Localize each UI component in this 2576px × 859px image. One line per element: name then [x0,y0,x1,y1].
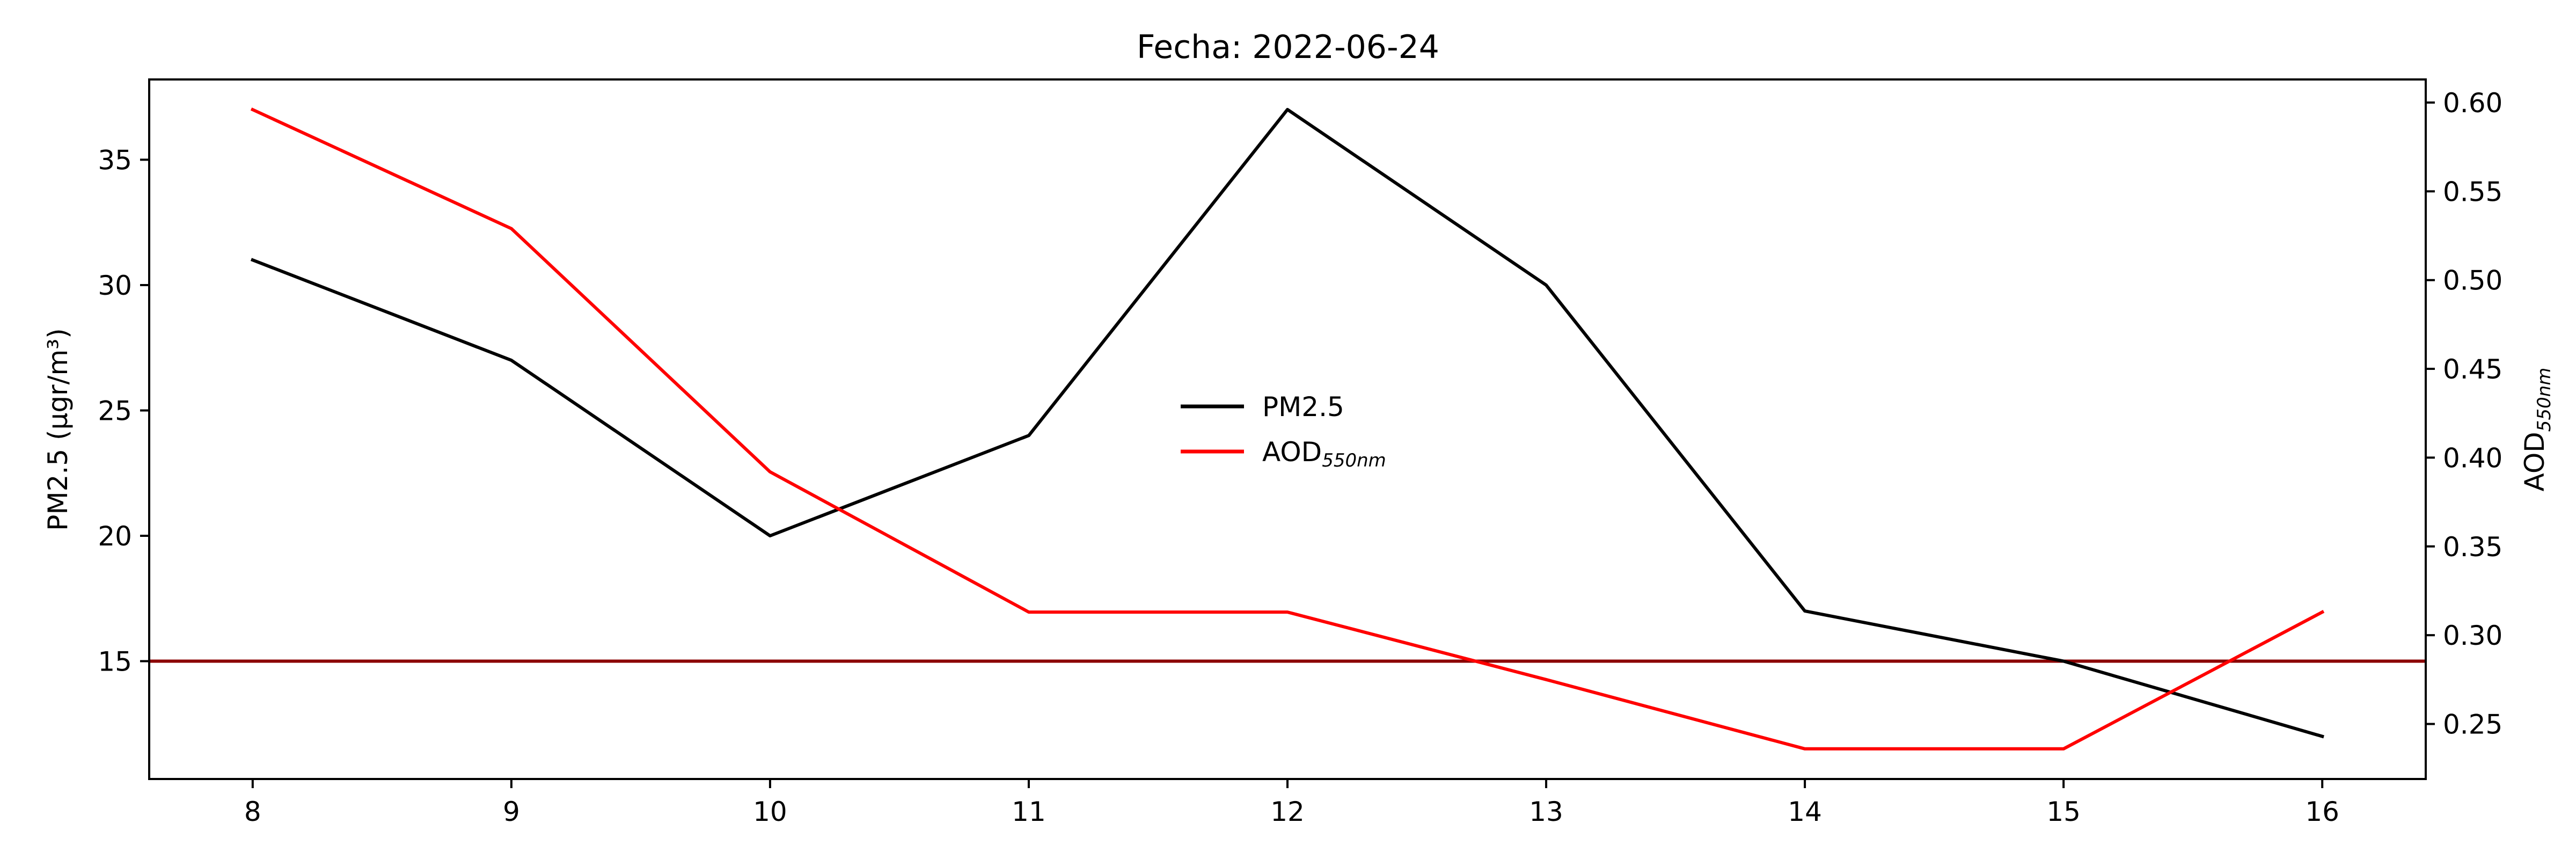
y-left-tick-label: 30 [98,270,132,301]
y-left-tick-label: 20 [98,521,132,552]
x-axis: 8 9 10 11 12 13 14 15 16 [244,779,2339,827]
y-right-tick-label: 0.45 [2443,354,2502,385]
y-axis-right: 0.25 0.30 0.35 0.40 0.45 0.50 0.55 0.60 [2426,88,2502,740]
x-tick-label: 8 [244,796,261,827]
legend-label-aod-main: AOD [1262,436,1322,468]
y-axis-left-label: PM2.5 (μgr/m³) [42,328,74,530]
y-right-tick-label: 0.30 [2443,620,2502,651]
x-tick-label: 13 [1529,796,1563,827]
y-right-tick-label: 0.50 [2443,265,2502,296]
legend-label-pm25: PM2.5 [1262,391,1344,423]
x-tick-label: 16 [2305,796,2339,827]
x-tick-label: 11 [1012,796,1046,827]
x-tick-label: 10 [753,796,787,827]
y-left-tick-label: 25 [98,395,132,426]
y-right-tick-label: 0.55 [2443,176,2502,207]
x-tick-label: 9 [503,796,520,827]
y-axis-right-label-main: AOD [2519,432,2550,491]
series-line-aod [250,107,2325,751]
y-axis-right-label-sub: 550nm [2534,368,2555,432]
y-right-tick-label: 0.40 [2443,442,2502,474]
legend: PM2.5 AOD550nm [1181,391,1386,471]
chart-title: Fecha: 2022-06-24 [1137,28,1439,66]
series-lines [250,107,2325,751]
y-axis-right-label: AOD550nm [2519,368,2555,492]
legend-label-aod-sub: 550nm [1322,450,1386,471]
legend-label-aod: AOD550nm [1262,436,1386,471]
series-line-pm25 [250,108,2324,739]
x-tick-label: 14 [1788,796,1822,827]
y-left-tick-label: 35 [98,144,132,176]
plot-frame [148,78,2427,780]
y-right-tick-label: 0.35 [2443,532,2502,563]
y-right-tick-label: 0.60 [2443,88,2502,119]
x-tick-label: 15 [2046,796,2081,827]
x-tick-label: 12 [1270,796,1305,827]
y-left-tick-label: 15 [98,646,132,677]
y-axis-left: 15 20 25 30 35 [98,144,149,677]
y-right-tick-label: 0.25 [2443,709,2502,740]
